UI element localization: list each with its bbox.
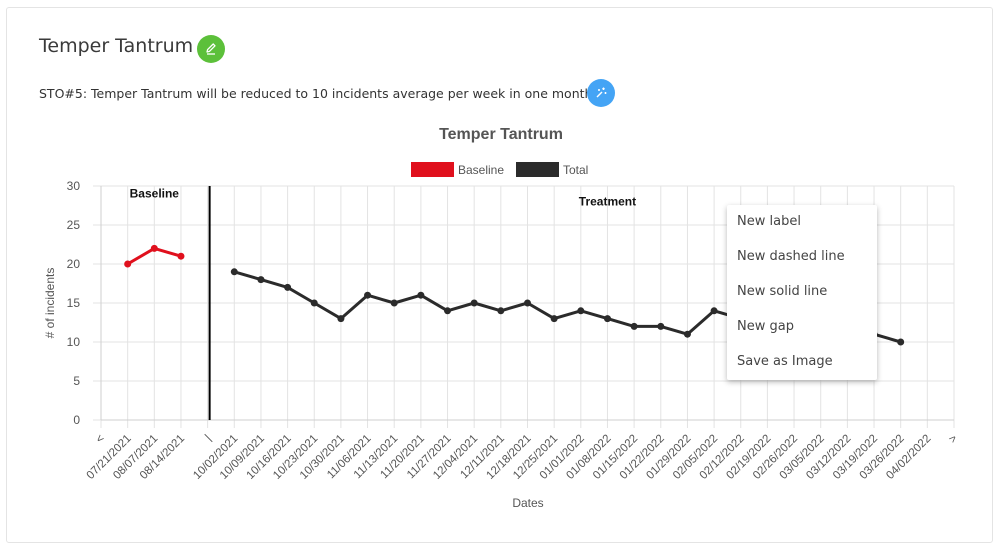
series-lines (124, 244, 905, 346)
chart-title: Temper Tantrum (439, 126, 563, 143)
y-tick-label: 10 (67, 335, 81, 349)
series-line-total (873, 332, 902, 344)
data-point-total[interactable] (284, 283, 292, 291)
page-title: Temper Tantrum (39, 35, 194, 57)
series-total (230, 268, 905, 346)
chart-grid (93, 185, 955, 428)
menu-item-new-gap[interactable]: New gap (737, 319, 794, 334)
data-point-total[interactable] (444, 307, 452, 315)
y-tick-label: 20 (67, 257, 81, 271)
data-point-baseline[interactable] (150, 244, 158, 252)
x-tick-label: < (94, 432, 107, 445)
y-tick-label: 5 (73, 374, 80, 388)
data-point-total[interactable] (257, 276, 265, 284)
data-point-total[interactable] (603, 315, 611, 323)
data-point-baseline[interactable] (177, 252, 185, 260)
magic-wand-icon (596, 87, 607, 98)
context-menu: New label New dashed line New solid line… (727, 205, 877, 380)
data-point-total[interactable] (417, 291, 425, 299)
legend-label-baseline: Baseline (458, 163, 504, 177)
menu-item-new-label[interactable]: New label (737, 214, 801, 229)
data-point-total[interactable] (364, 291, 372, 299)
data-point-total[interactable] (630, 322, 638, 330)
data-point-total[interactable] (524, 299, 531, 307)
magic-button[interactable] (587, 79, 615, 107)
phase-annotations: Baseline Treatment (130, 187, 637, 209)
data-point-total[interactable] (390, 299, 398, 307)
y-axis-label: # of incidents (43, 268, 57, 339)
x-axis-label: Dates (512, 496, 543, 510)
data-point-baseline[interactable] (124, 260, 132, 268)
edit-button[interactable] (197, 35, 225, 63)
goal-description: STO#5: Temper Tantrum will be reduced to… (39, 86, 597, 101)
y-tick-label: 0 (73, 413, 80, 427)
legend-item-total[interactable]: Total (516, 162, 588, 177)
series-baseline (124, 244, 185, 268)
legend-item-baseline[interactable]: Baseline (411, 162, 504, 177)
data-point-total[interactable] (550, 315, 558, 323)
data-point-total[interactable] (230, 268, 238, 276)
data-point-total[interactable] (577, 307, 585, 315)
legend-label-total: Total (563, 163, 588, 177)
legend-swatch-baseline (411, 162, 454, 177)
series-line-total (233, 270, 742, 336)
y-tick-label: 25 (67, 218, 81, 232)
data-point-total[interactable] (683, 330, 691, 338)
y-tick-label: 30 (67, 179, 81, 193)
menu-item-save-as-image[interactable]: Save as Image (737, 354, 833, 369)
data-point-total[interactable] (470, 299, 478, 307)
data-point-total[interactable] (337, 315, 345, 323)
phase-label[interactable]: Treatment (579, 195, 636, 209)
data-point-total[interactable] (710, 307, 718, 315)
data-point-total[interactable] (497, 307, 505, 315)
data-point-total[interactable] (897, 338, 905, 346)
menu-item-new-dashed-line[interactable]: New dashed line (737, 249, 845, 264)
edit-pencil-icon (206, 43, 216, 55)
x-tick-label: | (203, 433, 214, 444)
data-point-total[interactable] (657, 322, 665, 330)
y-axis-ticks: 0 5 10 15 20 25 30 (67, 179, 81, 427)
menu-item-new-solid-line[interactable]: New solid line (737, 284, 828, 299)
data-point-total[interactable] (310, 299, 318, 307)
y-tick-label: 15 (67, 296, 81, 310)
x-tick-label: > (947, 432, 960, 445)
phase-label[interactable]: Baseline (130, 187, 180, 201)
legend-swatch-total (516, 162, 559, 177)
legend: Baseline Total (411, 162, 588, 177)
